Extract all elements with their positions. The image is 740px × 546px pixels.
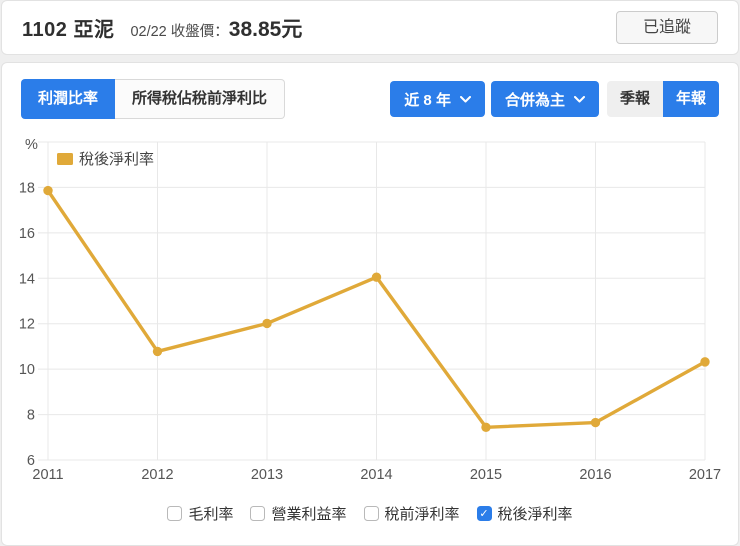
data-point[interactable] — [371, 272, 382, 282]
year-range-label: 近 8 年 — [404, 91, 451, 109]
data-point[interactable] — [43, 185, 53, 196]
chevron-down-icon — [459, 95, 471, 102]
y-tick-label: 8 — [27, 408, 35, 424]
x-tick-label: 2015 — [470, 467, 502, 483]
chart-toolbar: 利潤比率 所得稅佔稅前淨利比 近 8 年 合併為主 季報 年報 — [21, 79, 719, 119]
closing-price: 02/22 收盤價： 38.85元 — [130, 13, 302, 43]
stock-header: 1102 亞泥 02/22 收盤價： 38.85元 已追蹤 — [1, 0, 739, 55]
closing-price-value: 38.85元 — [228, 17, 303, 41]
metric-filter-row: 毛利率 營業利益率 稅前淨利率 ✓ 稅後淨利率 — [2, 503, 738, 524]
data-point[interactable] — [700, 357, 710, 367]
metric-filter-item[interactable]: 營業利益率 — [250, 503, 347, 524]
y-tick-label: 10 — [19, 362, 35, 378]
tab-income-tax-ratio[interactable]: 所得稅佔稅前淨利比 — [115, 79, 286, 119]
data-point[interactable] — [481, 422, 491, 432]
net-profit-margin-chart[interactable]: 6 8 10 12 14 16 18 2011 2012 2013 2014 2015 2016 2017… — [2, 133, 739, 485]
data-point[interactable] — [262, 318, 272, 329]
period-toggle: 季報 年報 — [606, 81, 719, 117]
quarterly-button[interactable]: 季報 — [606, 81, 663, 117]
x-tick-label: 2017 — [689, 467, 721, 483]
closing-price-label: 02/22 收盤價： — [130, 23, 229, 40]
x-tick-label: 2014 — [360, 467, 392, 483]
consolidation-dropdown[interactable]: 合併為主 — [490, 81, 599, 117]
checkbox-unchecked-icon[interactable] — [250, 506, 266, 521]
yearly-button[interactable]: 年報 — [662, 81, 719, 117]
x-tick-label: 2016 — [579, 467, 611, 483]
y-tick-label: 18 — [19, 180, 35, 196]
chart-area: 6 8 10 12 14 16 18 2011 2012 2013 2014 2015 2016 2017… — [2, 133, 739, 485]
consolidation-label: 合併為主 — [504, 91, 565, 109]
checkbox-checked-icon[interactable]: ✓ — [476, 506, 492, 521]
metric-filter-item[interactable]: ✓ 稅後淨利率 — [476, 503, 573, 524]
legend-swatch — [57, 153, 73, 165]
metric-filter-item[interactable]: 稅前淨利率 — [363, 503, 460, 524]
metric-tabs: 利潤比率 所得稅佔稅前淨利比 — [21, 79, 286, 119]
y-tick-label: 6 — [27, 453, 35, 469]
checkbox-unchecked-icon[interactable] — [167, 506, 183, 521]
year-range-dropdown[interactable]: 近 8 年 — [390, 81, 485, 117]
metric-filter-label: 毛利率 — [188, 506, 234, 523]
y-axis-unit-label: % — [25, 137, 38, 153]
metric-filter-item[interactable]: 毛利率 — [167, 503, 233, 524]
x-tick-label: 2012 — [141, 467, 173, 483]
metric-filter-label: 營業利益率 — [271, 506, 347, 523]
y-tick-label: 12 — [19, 317, 35, 333]
tab-profit-ratio[interactable]: 利潤比率 — [21, 79, 116, 119]
y-tick-label: 16 — [19, 226, 35, 242]
metric-filter-label: 稅後淨利率 — [497, 506, 573, 523]
data-point[interactable] — [590, 417, 601, 428]
data-point[interactable] — [152, 346, 163, 357]
x-tick-label: 2011 — [32, 467, 63, 483]
metric-filter-label: 稅前淨利率 — [384, 506, 460, 523]
chart-panel: 利潤比率 所得稅佔稅前淨利比 近 8 年 合併為主 季報 年報 6 8 10 1 — [1, 62, 739, 546]
y-tick-label: 14 — [19, 271, 35, 287]
checkbox-unchecked-icon[interactable] — [363, 506, 379, 521]
legend-label: 稅後淨利率 — [79, 151, 154, 168]
chevron-down-icon — [573, 95, 585, 102]
x-tick-label: 2013 — [251, 467, 283, 483]
chart-controls: 近 8 年 合併為主 季報 年報 — [384, 81, 719, 117]
followed-button[interactable]: 已追蹤 — [615, 11, 718, 44]
stock-title: 1102 亞泥 — [22, 19, 115, 41]
